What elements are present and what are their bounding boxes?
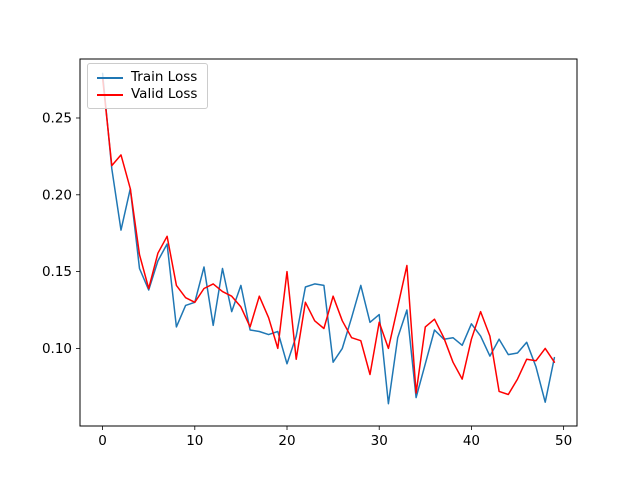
train-loss-line — [101, 72, 556, 405]
x-tick-label: 20 — [278, 433, 295, 449]
legend-label-train: Train Loss — [131, 69, 198, 86]
x-tick-label: 0 — [98, 433, 107, 449]
x-tick-label: 30 — [371, 433, 388, 449]
legend: Train Loss Valid Loss — [87, 63, 208, 109]
x-tick-label: 10 — [186, 433, 203, 449]
y-tick-label: 0.10 — [42, 341, 72, 357]
legend-entry-train: Train Loss — [97, 70, 200, 85]
train-loss-line-swatch — [97, 76, 123, 79]
valid-loss-line-swatch — [97, 93, 123, 96]
y-tick-label: 0.20 — [42, 187, 72, 203]
valid-loss-line — [101, 77, 556, 396]
legend-entry-valid: Valid Loss — [97, 87, 200, 102]
x-tick-label: 40 — [463, 433, 480, 449]
legend-label-valid: Valid Loss — [131, 86, 198, 103]
x-tick-label: 50 — [555, 433, 572, 449]
y-tick-label: 0.15 — [42, 264, 72, 280]
axes-frame — [79, 58, 578, 427]
y-tick-label: 0.25 — [42, 110, 72, 126]
